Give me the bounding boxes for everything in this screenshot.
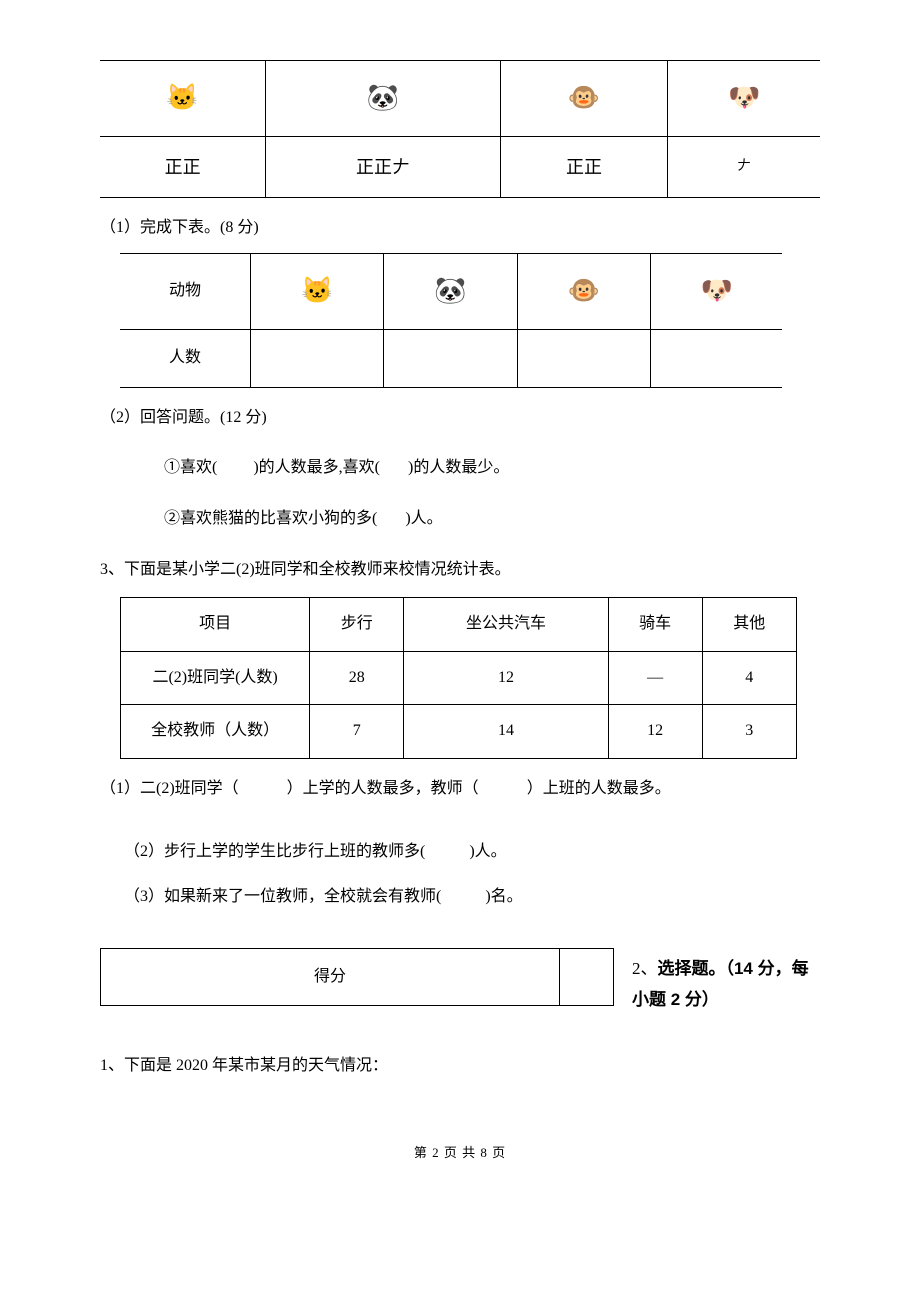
monkey-icon: 🐵 <box>568 83 600 112</box>
monkey-icon: 🐵 <box>568 276 600 305</box>
tally-cell: 𠂇 <box>668 136 820 197</box>
animal-icon-cell: 🐶 <box>651 253 783 329</box>
table-header: 坐公共汽车 <box>404 597 608 651</box>
data-cell: 28 <box>310 651 404 705</box>
data-cell: 14 <box>404 705 608 759</box>
panda-icon: 🐼 <box>434 276 466 305</box>
data-cell: 12 <box>608 705 702 759</box>
tally-cell: 正正 <box>100 136 266 197</box>
school-commute-table: 项目 步行 坐公共汽车 骑车 其他 二(2)班同学(人数) 28 12 — 4 … <box>120 597 797 759</box>
animal-icon-cell: 🐱 <box>100 61 266 137</box>
data-cell: — <box>608 651 702 705</box>
page-footer: 第 2 页 共 8 页 <box>100 1141 820 1164</box>
animal-icon-cell: 🐵 <box>517 253 650 329</box>
blank-space <box>221 459 249 476</box>
tally-cell: 正正𠂇 <box>266 136 501 197</box>
cat-icon: 🐱 <box>301 276 333 305</box>
blank-space <box>381 510 401 527</box>
blank-space <box>445 888 481 905</box>
question-text: （1）二(2)班同学（ <box>100 780 239 797</box>
question-text: )名。 <box>485 888 522 905</box>
cat-icon: 🐱 <box>166 83 198 112</box>
animal-tally-table: 🐱 🐼 🐵 🐶 正正 正正𠂇 正正 𠂇 <box>100 60 820 198</box>
section-2-title: 2、选择题。（14 分，每小题 2 分） <box>632 954 820 1015</box>
blank-cell <box>651 329 783 387</box>
subquestion-2-label: （2）回答问题。(12 分) <box>100 404 820 433</box>
section2-question-1: 1、下面是 2020 年某市某月的天气情况： <box>100 1052 820 1081</box>
blank-cell <box>251 329 384 387</box>
question-text: （2）步行上学的学生比步行上班的教师多( <box>124 843 425 860</box>
subquestion-1-label: （1）完成下表。(8 分) <box>100 214 820 243</box>
question-text: ）上学的人数最多，教师（ <box>287 780 479 797</box>
score-blank <box>559 948 613 1006</box>
blank-space <box>483 780 523 797</box>
blank-cell <box>384 329 517 387</box>
fill-blank-question: （3）如果新来了一位教师，全校就会有教师( )名。 <box>100 883 820 912</box>
table-header: 项目 <box>121 597 310 651</box>
animal-icon-cell: 🐼 <box>384 253 517 329</box>
table-header: 骑车 <box>608 597 702 651</box>
blank-cell <box>517 329 650 387</box>
question-text: )人。 <box>405 510 442 527</box>
question-text: ）上班的人数最多。 <box>527 780 671 797</box>
table-header: 步行 <box>310 597 404 651</box>
tally-cell: 正正 <box>500 136 668 197</box>
fill-blank-question: （2）步行上学的学生比步行上班的教师多( )人。 <box>100 838 820 867</box>
animal-icon-cell: 🐱 <box>251 253 384 329</box>
blank-space <box>384 459 404 476</box>
animal-count-table: 动物 🐱 🐼 🐵 🐶 人数 <box>120 253 782 388</box>
animal-icon-cell: 🐼 <box>266 61 501 137</box>
table-row: 二(2)班同学(人数) 28 12 — 4 <box>121 651 797 705</box>
section-number: 2、 <box>632 959 658 978</box>
row-label: 全校教师（人数） <box>121 705 310 759</box>
table-header-animal: 动物 <box>120 253 251 329</box>
fill-blank-question: ②喜欢熊猫的比喜欢小狗的多( )人。 <box>100 505 820 534</box>
question-text: （3）如果新来了一位教师，全校就会有教师( <box>124 888 441 905</box>
data-cell: 7 <box>310 705 404 759</box>
question-text: )人。 <box>469 843 506 860</box>
data-cell: 12 <box>404 651 608 705</box>
score-label: 得分 <box>101 948 560 1006</box>
blank-space <box>243 780 283 797</box>
score-section-row: 得分 2、选择题。（14 分，每小题 2 分） <box>100 948 820 1023</box>
section-title-text: 选择题。（14 分，每小题 2 分） <box>632 959 809 1009</box>
animal-icon-cell: 🐵 <box>500 61 668 137</box>
question-3-title: 3、下面是某小学二(2)班同学和全校教师来校情况统计表。 <box>100 556 820 585</box>
data-cell: 3 <box>702 705 796 759</box>
question-text: ①喜欢( <box>164 459 217 476</box>
data-cell: 4 <box>702 651 796 705</box>
question-text: ②喜欢熊猫的比喜欢小狗的多( <box>164 510 377 527</box>
question-text: )的人数最多,喜欢( <box>253 459 380 476</box>
question-text: )的人数最少。 <box>408 459 509 476</box>
table-header: 其他 <box>702 597 796 651</box>
animal-icon-cell: 🐶 <box>668 61 820 137</box>
panda-icon: 🐼 <box>367 83 399 112</box>
fill-blank-question: （1）二(2)班同学（ ）上学的人数最多，教师（ ）上班的人数最多。 <box>100 775 820 804</box>
table-row: 全校教师（人数） 7 14 12 3 <box>121 705 797 759</box>
table-row-label-count: 人数 <box>120 329 251 387</box>
row-label: 二(2)班同学(人数) <box>121 651 310 705</box>
dog-icon: 🐶 <box>728 83 760 112</box>
dog-icon: 🐶 <box>701 276 733 305</box>
fill-blank-question: ①喜欢( )的人数最多,喜欢( )的人数最少。 <box>100 454 820 483</box>
blank-space <box>429 843 465 860</box>
score-box: 得分 <box>100 948 614 1007</box>
